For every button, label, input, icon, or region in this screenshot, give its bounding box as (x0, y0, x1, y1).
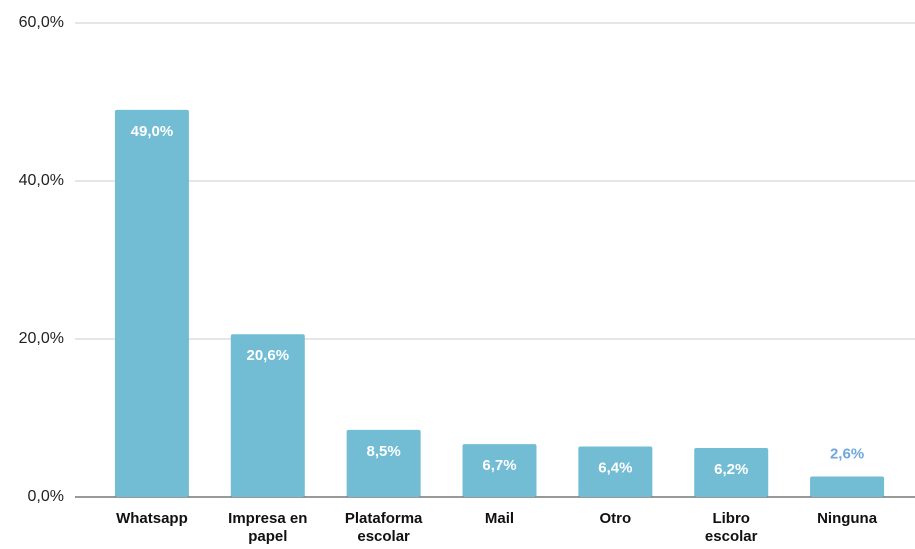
x-tick-label: Ninguna (817, 510, 878, 527)
bar (346, 429, 421, 497)
x-tick-label: Whatsapp (116, 510, 188, 527)
y-tick-label: 40,0% (19, 172, 64, 189)
bar (230, 334, 305, 497)
bar (114, 109, 189, 498)
x-tick-label: Impresa en papel (228, 510, 308, 545)
bar (462, 444, 537, 497)
y-tick-label: 0,0% (28, 488, 64, 505)
x-tick-label: Otro (599, 510, 632, 527)
value-label: 49,0% (131, 123, 174, 140)
value-label: 2,6% (830, 445, 864, 462)
value-label: 6,2% (714, 461, 748, 478)
x-tick-label: Libro escolar (704, 510, 758, 545)
value-label: 8,5% (367, 443, 401, 460)
value-label: 20,6% (247, 347, 290, 364)
x-tick-label: Mail (484, 510, 515, 527)
y-tick-label: 20,0% (19, 330, 64, 347)
value-label: 6,7% (482, 457, 516, 474)
bar (810, 476, 885, 497)
x-tick-label: Plataforma escolar (344, 510, 423, 545)
y-tick-label: 60,0% (19, 14, 64, 31)
bar (694, 448, 769, 497)
bar (578, 446, 653, 497)
value-label: 6,4% (598, 459, 632, 476)
